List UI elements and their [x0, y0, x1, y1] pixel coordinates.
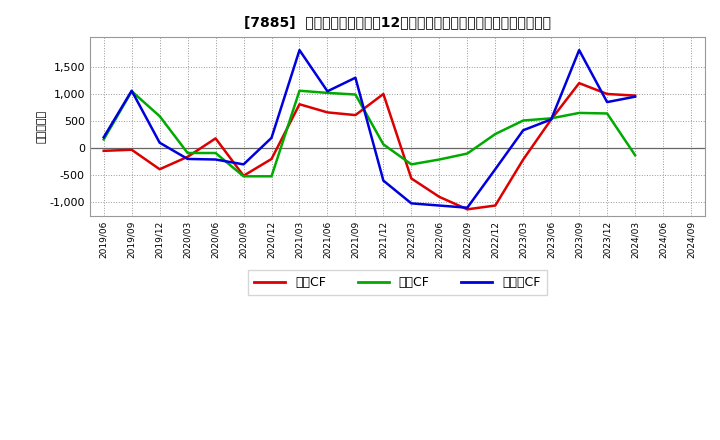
フリーCF	[323, 88, 332, 94]
投賄CF	[547, 116, 556, 121]
フリーCF	[156, 140, 164, 145]
営業CF	[184, 154, 192, 159]
営業CF	[519, 157, 528, 162]
フリーCF	[491, 167, 500, 172]
営業CF	[463, 207, 472, 212]
営業CF	[156, 167, 164, 172]
投賄CF	[156, 114, 164, 119]
フリーCF	[407, 201, 415, 206]
フリーCF	[239, 162, 248, 167]
投賄CF	[519, 118, 528, 123]
フリーCF	[99, 135, 108, 140]
投賄CF	[491, 132, 500, 137]
Y-axis label: （百万円）: （百万円）	[37, 110, 47, 143]
Title: [7885]  キャッシュフローの12か月移動合計の対前年同期増減額の推移: [7885] キャッシュフローの12か月移動合計の対前年同期増減額の推移	[244, 15, 551, 29]
フリーCF	[435, 203, 444, 208]
フリーCF	[379, 178, 387, 183]
営業CF	[323, 110, 332, 115]
投賄CF	[267, 174, 276, 179]
投賄CF	[463, 151, 472, 156]
投賄CF	[184, 150, 192, 156]
投賄CF	[351, 92, 360, 97]
投賄CF	[631, 153, 639, 158]
営業CF	[547, 117, 556, 122]
営業CF	[211, 136, 220, 141]
投賄CF	[407, 162, 415, 167]
フリーCF	[519, 128, 528, 133]
投賄CF	[99, 137, 108, 142]
フリーCF	[351, 75, 360, 81]
投賄CF	[295, 88, 304, 93]
Line: 営業CF: 営業CF	[104, 83, 635, 209]
フリーCF	[547, 117, 556, 122]
フリーCF	[631, 94, 639, 99]
フリーCF	[603, 99, 611, 105]
投賄CF	[575, 110, 583, 116]
営業CF	[267, 156, 276, 161]
営業CF	[603, 92, 611, 97]
営業CF	[127, 147, 136, 152]
投賄CF	[379, 142, 387, 147]
投賄CF	[435, 157, 444, 162]
Legend: 営業CF, 投賄CF, フリーCF: 営業CF, 投賄CF, フリーCF	[248, 270, 546, 295]
投賄CF	[127, 88, 136, 94]
営業CF	[491, 203, 500, 208]
投賄CF	[211, 150, 220, 156]
営業CF	[239, 173, 248, 178]
Line: 投賄CF: 投賄CF	[104, 91, 635, 176]
投賄CF	[239, 174, 248, 179]
フリーCF	[295, 48, 304, 53]
営業CF	[435, 194, 444, 199]
投賄CF	[603, 111, 611, 116]
営業CF	[99, 148, 108, 154]
Line: フリーCF: フリーCF	[104, 50, 635, 208]
営業CF	[575, 81, 583, 86]
営業CF	[295, 102, 304, 107]
営業CF	[379, 92, 387, 97]
営業CF	[351, 113, 360, 118]
フリーCF	[267, 135, 276, 140]
フリーCF	[184, 156, 192, 161]
投賄CF	[323, 90, 332, 95]
営業CF	[631, 93, 639, 98]
フリーCF	[575, 48, 583, 53]
フリーCF	[127, 88, 136, 93]
フリーCF	[211, 157, 220, 162]
営業CF	[407, 176, 415, 181]
フリーCF	[463, 205, 472, 210]
